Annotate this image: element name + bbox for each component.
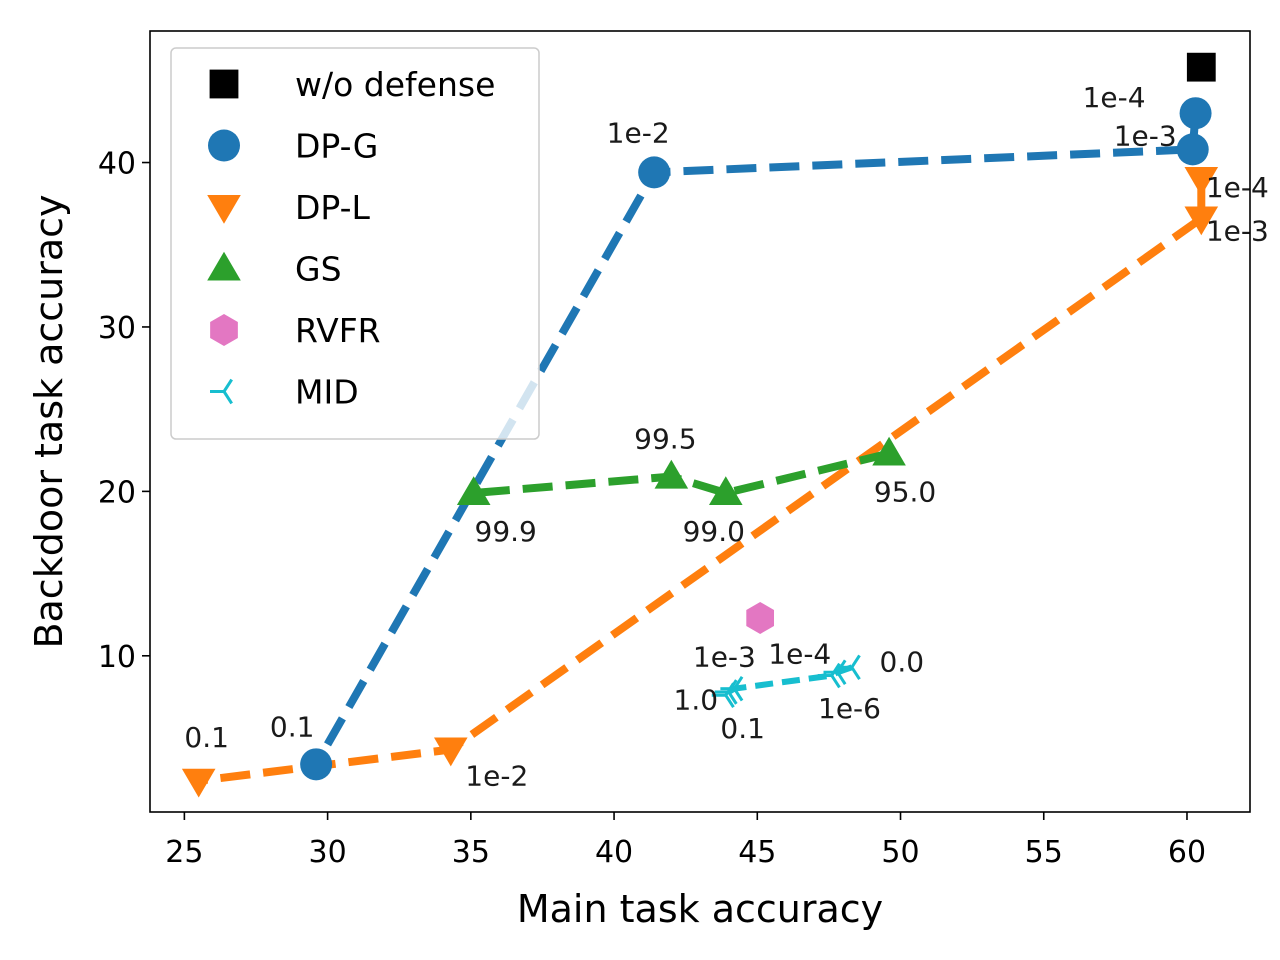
- legend-label-rvfr: RVFR: [295, 311, 381, 350]
- legend-marker-w-o-defense: [209, 69, 239, 99]
- point-label-dp-g: 1e-3: [1114, 119, 1177, 152]
- series-line-dp-g: [312, 112, 1200, 767]
- point-w-o-defense: [1186, 52, 1216, 82]
- legend-label-w-o-defense: w/o defense: [295, 65, 495, 104]
- x-tick-label: 45: [738, 835, 776, 870]
- point-label-gs: 95.0: [874, 476, 936, 509]
- point-label-mid: 1e-6: [818, 692, 881, 725]
- legend: w/o defense DP-G DP-L GS RVFR MID: [170, 47, 540, 440]
- point-dp-g: [1176, 133, 1209, 166]
- x-tick-label: 25: [165, 835, 203, 870]
- x-axis-ticks: 25 30 35 40 45 50 55 60: [165, 812, 1206, 870]
- point-label-gs: 99.5: [634, 423, 696, 456]
- x-tick-label: 55: [1025, 835, 1063, 870]
- point-dp-l: [1184, 166, 1219, 196]
- legend-marker-rvfr: [210, 314, 238, 346]
- x-tick-label: 50: [881, 835, 919, 870]
- point-label-dp-l: 0.1: [184, 721, 229, 754]
- point-label-dp-l: 1e-4: [1206, 171, 1269, 204]
- legend-label-dp-g: DP-G: [295, 127, 378, 166]
- point-dp-l: [433, 737, 468, 767]
- point-gs: [456, 476, 491, 506]
- legend-label-dp-l: DP-L: [295, 188, 370, 227]
- x-tick-label: 30: [309, 835, 347, 870]
- legend-marker-dp-l: [207, 195, 241, 224]
- point-label-mid: 0.1: [720, 712, 765, 745]
- point-dp-l: [181, 768, 216, 798]
- x-tick-label: 35: [452, 835, 490, 870]
- point-label-mid: 1e-4: [768, 638, 831, 671]
- y-axis-ticks: 10 20 30 40: [98, 147, 150, 675]
- point-label-gs: 99.9: [475, 515, 537, 548]
- legend-box: [170, 47, 540, 440]
- y-tick-label: 10: [98, 640, 136, 675]
- point-label-mid: 0.0: [880, 645, 925, 678]
- point-label-dp-l: 1e-2: [465, 760, 528, 793]
- x-tick-label: 40: [595, 835, 633, 870]
- point-mid: [817, 662, 841, 689]
- point-dp-g: [300, 748, 333, 781]
- y-tick-label: 40: [98, 147, 136, 182]
- y-tick-label: 30: [98, 311, 136, 346]
- point-dp-g: [638, 156, 671, 189]
- point-label-dp-l: 1e-3: [1206, 214, 1269, 247]
- point-rvfr: [746, 601, 775, 634]
- point-label-dp-g: 1e-2: [607, 116, 670, 149]
- point-gs: [654, 459, 689, 489]
- point-labels: 1e-4 1e-3 1e-2 0.1 1e-4 1e-3 1e-2 0.1 95.0 99.0 99…: [184, 81, 1268, 792]
- point-label-mid: 1.0: [674, 683, 719, 716]
- point-dp-l: [1184, 206, 1219, 236]
- series-markers: [181, 52, 1219, 798]
- legend-label-gs: GS: [295, 250, 342, 289]
- x-tick-label: 60: [1168, 835, 1206, 870]
- x-axis-label: Main task accuracy: [517, 887, 883, 931]
- plot-frame: [149, 30, 1251, 813]
- point-label-gs: 99.0: [683, 515, 745, 548]
- point-gs: [708, 476, 743, 506]
- point-label-dp-g: 0.1: [270, 710, 315, 743]
- point-label-dp-g: 1e-4: [1083, 81, 1146, 114]
- point-gs: [872, 436, 906, 466]
- y-tick-label: 20: [98, 475, 136, 510]
- legend-marker-mid: [210, 378, 233, 405]
- point-label-mid: 1e-3: [693, 641, 756, 674]
- series-line-gs: [473, 449, 891, 498]
- legend-marker-dp-g: [208, 129, 240, 162]
- series-line-mid: [723, 664, 853, 698]
- legend-marker-gs: [207, 251, 241, 281]
- point-dp-g: [1179, 97, 1212, 130]
- legend-label-mid: MID: [295, 373, 359, 412]
- point-mid: [711, 682, 735, 708]
- y-axis-label: Backdoor task accuracy: [27, 194, 71, 648]
